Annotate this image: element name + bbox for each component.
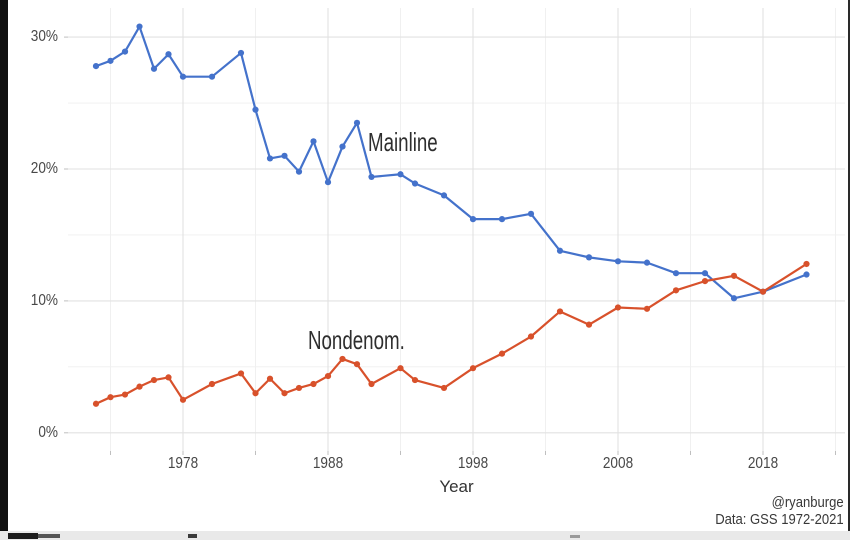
x-tick-label: 1998	[457, 455, 489, 472]
data-point-nondenom	[310, 380, 317, 388]
data-point-nondenom	[353, 361, 361, 368]
data-point-mainline	[368, 173, 375, 181]
y-tick-label: 0%	[38, 423, 58, 441]
data-point-nondenom	[498, 350, 506, 357]
data-point-nondenom	[92, 400, 100, 407]
data-point-mainline	[107, 57, 114, 64]
x-tick-label: 1978	[167, 455, 199, 472]
data-point-nondenom	[208, 380, 216, 388]
data-point-nondenom	[368, 380, 375, 388]
bottom-strip-smudge	[188, 534, 197, 538]
data-point-nondenom	[150, 376, 158, 384]
data-point-nondenom	[339, 355, 346, 363]
data-point-nondenom	[136, 383, 143, 390]
data-point-nondenom	[179, 396, 187, 403]
data-point-mainline	[730, 295, 738, 302]
data-point-mainline	[353, 119, 361, 126]
data-point-mainline	[136, 23, 143, 30]
footer-credit: @ryanburge Data: GSS 1972-2021	[716, 494, 844, 528]
footer-source: Data: GSS 1972-2021	[715, 511, 844, 528]
data-point-mainline	[614, 258, 622, 265]
data-point-nondenom	[803, 260, 810, 268]
data-point-mainline	[92, 63, 100, 70]
footer-handle: @ryanburge	[771, 494, 844, 511]
data-point-nondenom	[614, 304, 622, 311]
data-point-nondenom	[237, 370, 245, 377]
y-tick-label: 30%	[30, 28, 58, 46]
data-point-mainline	[411, 180, 419, 187]
data-point-nondenom	[252, 390, 259, 397]
data-point-nondenom	[295, 384, 303, 392]
data-point-nondenom	[527, 333, 535, 340]
data-point-mainline	[150, 65, 158, 72]
data-point-mainline	[237, 49, 245, 57]
data-point-nondenom	[469, 365, 477, 372]
data-point-mainline	[266, 155, 274, 162]
data-point-nondenom	[730, 272, 738, 279]
series-line-nondenom	[94, 262, 808, 405]
x-tick-label: 2018	[747, 455, 779, 472]
data-point-mainline	[469, 216, 477, 223]
data-point-nondenom	[266, 375, 274, 382]
data-point-nondenom	[121, 391, 129, 398]
data-point-mainline	[397, 171, 404, 178]
data-point-nondenom	[324, 372, 332, 380]
screenshot-left-border	[0, 0, 8, 540]
x-tick-label: 1988	[312, 455, 344, 472]
data-point-mainline	[208, 73, 216, 80]
data-point-mainline	[440, 192, 448, 199]
data-point-nondenom	[411, 376, 419, 384]
bottom-strip-smudge	[8, 533, 38, 539]
y-tick-label: 10%	[30, 291, 58, 309]
screenshot-bottom-strip	[0, 531, 850, 540]
data-point-mainline	[498, 216, 506, 223]
data-point-nondenom	[107, 394, 114, 401]
data-point-nondenom	[701, 278, 709, 285]
data-point-mainline	[585, 254, 593, 261]
data-point-mainline	[643, 259, 651, 266]
data-point-nondenom	[556, 308, 564, 315]
bottom-strip-smudge	[38, 534, 60, 538]
data-point-mainline	[556, 247, 564, 254]
data-point-mainline	[121, 48, 129, 55]
data-point-nondenom	[440, 384, 448, 392]
bottom-strip-smudge	[570, 535, 580, 538]
data-point-mainline	[179, 73, 187, 80]
y-tick-label: 20%	[30, 160, 58, 177]
data-point-nondenom	[281, 390, 288, 397]
x-axis-title: Year	[439, 477, 474, 496]
screenshot-right-border	[848, 0, 850, 540]
data-point-mainline	[701, 270, 709, 277]
data-point-mainline	[672, 270, 680, 277]
data-point-nondenom	[165, 374, 172, 381]
series-line-mainline	[94, 25, 808, 300]
data-point-mainline	[339, 143, 346, 150]
data-point-mainline	[165, 51, 172, 58]
data-point-mainline	[324, 179, 332, 186]
data-point-nondenom	[585, 321, 593, 328]
data-point-mainline	[803, 271, 810, 278]
x-tick-label: 2008	[602, 455, 634, 472]
series-label-nondenom: Nondenom.	[308, 325, 405, 355]
data-point-nondenom	[759, 288, 767, 295]
data-point-mainline	[281, 152, 288, 159]
data-point-nondenom	[643, 305, 651, 312]
data-point-nondenom	[397, 365, 404, 372]
series-label-mainline: Mainline	[368, 127, 438, 157]
data-point-nondenom	[672, 287, 680, 294]
data-point-mainline	[310, 138, 317, 145]
data-point-mainline	[527, 210, 535, 217]
data-point-mainline	[252, 106, 259, 113]
data-point-mainline	[295, 168, 303, 175]
